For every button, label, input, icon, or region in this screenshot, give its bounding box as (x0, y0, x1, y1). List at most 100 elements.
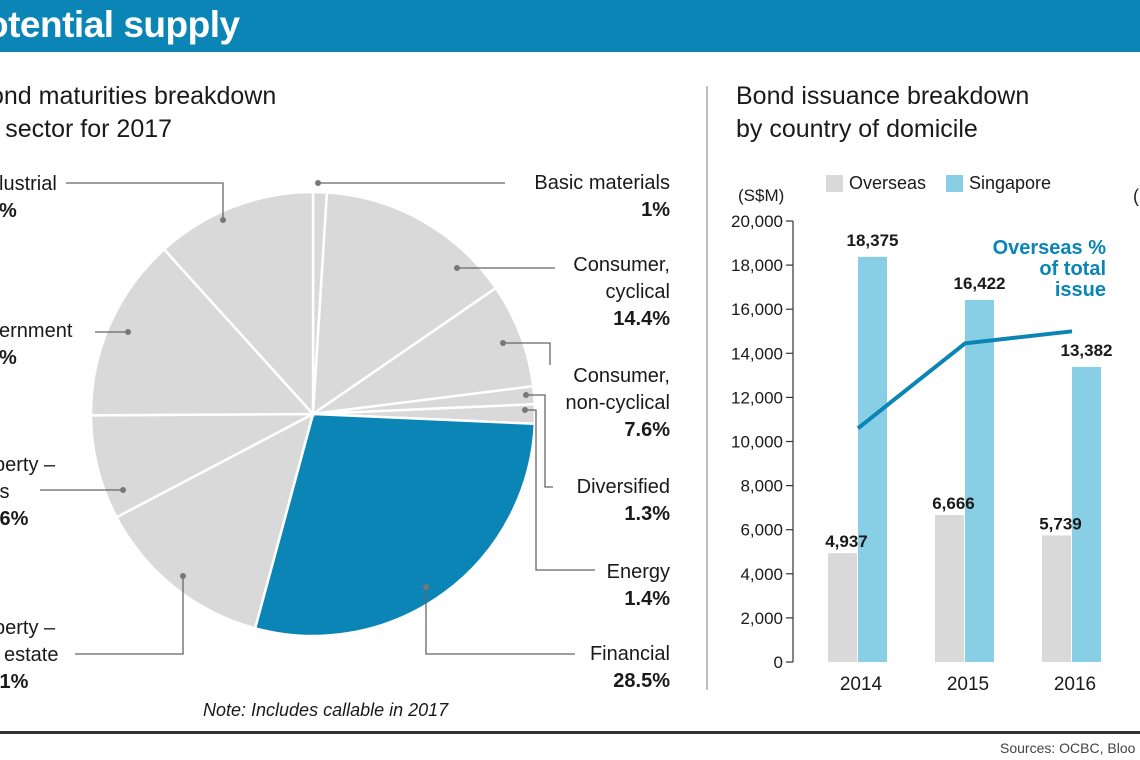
slice-label-consumer-cyclical-1: Consumer, (573, 254, 670, 276)
y-tick-label: 10,000 (731, 433, 783, 452)
pie-label-property-real-estate: perty – l estate .1% (0, 615, 58, 696)
pie-leader-dot (423, 584, 429, 590)
pie-slice-consumer-non-cyclical (312, 286, 535, 416)
pie-leader-line (526, 394, 553, 488)
bar-chart: 0 2,000 4,000 6,000 8,000 10,000 12,000 14,000 1… (731, 212, 1113, 695)
pie-slice-property-reits (89, 412, 314, 519)
pie-leader-dot (125, 329, 131, 335)
pie-slice-government (89, 247, 316, 417)
slice-label-basic-materials: Basic materials (534, 172, 670, 194)
bar-label-overseas-2016: 5,739 (1039, 514, 1082, 533)
slice-pct-government: % (0, 347, 17, 369)
pie-leader-line (525, 409, 595, 571)
y-tick-label: 20,000 (731, 212, 783, 231)
legend-swatch-singapore (946, 175, 963, 192)
slice-pct-financial: 28.5% (613, 670, 670, 692)
bar-singapore-2016 (1072, 366, 1101, 662)
slice-label-property-reits-1: perty – (0, 454, 56, 476)
x-tick-label-2014: 2014 (840, 674, 883, 695)
pie-slice-consumer-cyclical (311, 191, 498, 417)
pie-label-property-reits: perty – ts .6% (0, 452, 55, 533)
slice-label-property-real-estate-2: l estate (0, 644, 59, 666)
bar-label-overseas-2015: 6,666 (932, 494, 975, 513)
pie-label-diversified: Diversified 1.3% (577, 474, 670, 528)
slice-label-government: ernment (0, 320, 73, 342)
pie-leader-line (503, 342, 551, 365)
slice-pct-property-real-estate: .1% (0, 671, 29, 693)
pie-title-line-1: ond maturities breakdown (0, 82, 277, 110)
pie-leader-dot (315, 180, 321, 186)
pie-slice-property-real-estate (114, 411, 315, 630)
pie-leader-dot (522, 407, 528, 413)
bar-title-line-2: by country of domicile (736, 115, 978, 143)
pie-note: Note: Includes callable in 2017 (203, 700, 449, 720)
slice-pct-industrial: % (0, 200, 17, 222)
slice-pct-property-reits: .6% (0, 508, 29, 530)
slice-pct-consumer-noncyclical: 7.6% (624, 419, 670, 441)
slice-label-property-reits-2: ts (0, 481, 10, 503)
y-tick-label: 14,000 (731, 344, 783, 363)
pie-title-line-2: r sector for 2017 (0, 115, 173, 143)
bar-overseas-2016 (1042, 535, 1071, 662)
legend-singapore: Singapore (946, 173, 1051, 197)
slice-pct-energy: 1.4% (624, 588, 670, 610)
y-tick-label: 4,000 (740, 565, 783, 584)
y-tick-label: 0 (774, 653, 783, 672)
x-tick-label-2015: 2015 (947, 674, 989, 695)
legend-label-overseas: Overseas (849, 173, 927, 193)
bar-label-singapore-2016: 13,382 (1061, 341, 1113, 360)
bar-singapore-2014 (858, 256, 887, 662)
slice-label-consumer-cyclical-2: cyclical (605, 281, 670, 303)
slice-label-financial: Financial (589, 643, 670, 665)
y-tick-label: 12,000 (731, 388, 783, 407)
right-axis-unit-fragment: ( (1133, 186, 1139, 206)
pie-label-basic-materials: Basic materials 1% (534, 170, 670, 224)
bar-singapore-2015 (965, 299, 994, 662)
y-tick-label: 8,000 (740, 477, 783, 496)
slice-pct-consumer-cyclical: 14.4% (613, 308, 670, 330)
bar-title-line-1: Bond issuance breakdown (736, 82, 1030, 110)
bar-overseas-2015 (935, 515, 964, 662)
section-divider (706, 86, 708, 690)
pie-leader-line (75, 576, 184, 655)
y-tick-label: 16,000 (731, 300, 783, 319)
slice-label-property-real-estate-1: perty – (0, 617, 56, 639)
y-tick-label: 18,000 (731, 256, 783, 275)
bar-overseas-2014 (828, 553, 857, 662)
pie-leader-dot (523, 392, 529, 398)
pie-label-energy: Energy 1.4% (607, 559, 670, 613)
pie-label-government: ernment % (0, 318, 72, 372)
pie-label-industrial: lustrial % (0, 171, 57, 225)
pie-leader-dot (454, 265, 460, 271)
header-bar: otential supply (0, 0, 1140, 52)
pie-label-consumer-cyclical: Consumer, cyclical 14.4% (573, 252, 670, 333)
y-tick-label: 2,000 (740, 609, 783, 628)
line-series-annotation: Overseas % of total issue (992, 237, 1106, 301)
y-axis-unit: (S$M) (738, 186, 785, 205)
pie-slice-industrial (162, 190, 315, 418)
pie-leader-line (66, 182, 224, 220)
pie-leader-dot (120, 487, 126, 493)
slice-pct-basic-materials: 1% (641, 199, 670, 221)
bar-label-singapore-2015: 16,422 (954, 274, 1006, 293)
page-title: otential supply (0, 4, 240, 45)
slice-label-consumer-noncyclical-2: non-cyclical (565, 392, 670, 414)
sources-credit: Sources: OCBC, Bloo (1000, 740, 1136, 756)
pie-leader-dot (180, 573, 186, 579)
bottom-rule (0, 731, 1140, 734)
pie-slice-financial (253, 412, 537, 638)
legend-overseas: Overseas (826, 173, 926, 197)
slice-label-diversified: Diversified (576, 476, 670, 498)
line-overseas-percent (856, 329, 1073, 430)
x-tick-label-2016: 2016 (1054, 674, 1096, 695)
pie-leader-dot (500, 340, 506, 346)
slice-label-industrial: lustrial (0, 173, 57, 195)
slice-pct-diversified: 1.3% (624, 503, 670, 525)
slice-label-energy: Energy (606, 561, 670, 583)
pie-label-financial: Financial 28.5% (590, 641, 670, 695)
bar-label-singapore-2014: 18,375 (847, 231, 899, 250)
legend-swatch-overseas (826, 175, 843, 192)
legend-label-singapore: Singapore (969, 173, 1052, 193)
pie-leader-dot (220, 217, 226, 223)
pie-leader-line (425, 587, 575, 655)
